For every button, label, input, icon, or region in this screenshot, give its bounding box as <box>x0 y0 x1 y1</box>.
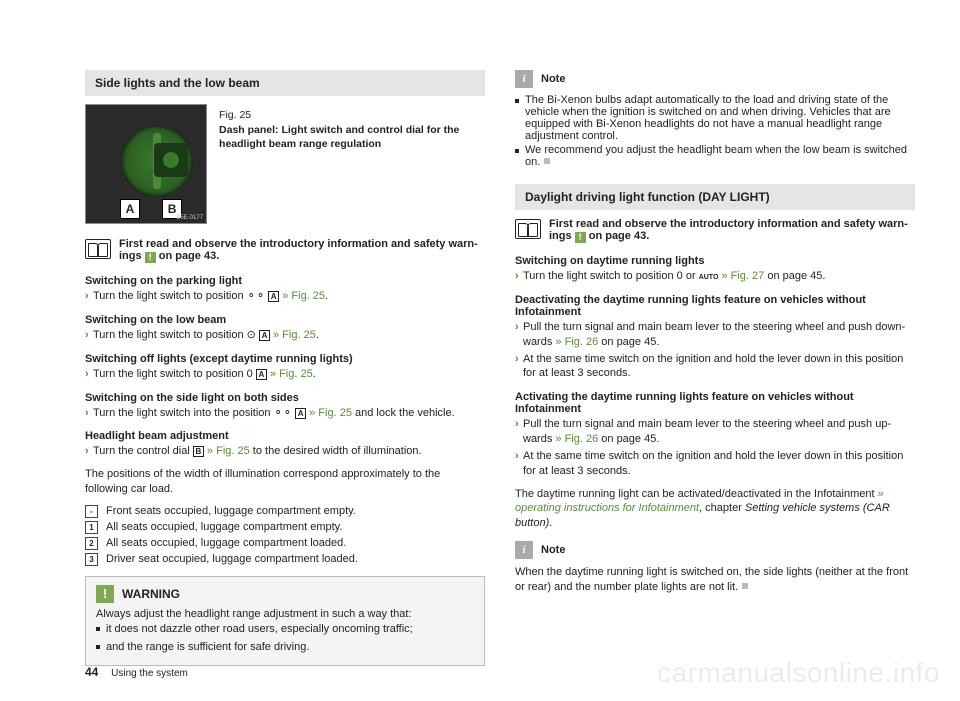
figure-row: A B B5E-0177 Fig. 25 Dash panel: Light s… <box>85 104 485 224</box>
subhead-parking: Switching on the parking light <box>85 275 485 287</box>
read-first-text-right: First read and observe the introductory … <box>549 218 908 243</box>
parking-instruction: Turn the light switch to position ⚬⚬ A »… <box>85 289 485 304</box>
warning-header: ! WARNING <box>96 585 474 603</box>
subhead-deactivate-drl: Deactivating the daytime running lights … <box>515 294 915 318</box>
warning-body: Always adjust the headlight range adjust… <box>96 607 474 655</box>
subhead-lowbeam: Switching on the low beam <box>85 314 485 326</box>
figure-label-a: A <box>120 199 140 219</box>
position-row: 2All seats occupied, luggage compartment… <box>85 537 485 550</box>
book-icon <box>85 239 111 259</box>
warning-icon: ! <box>96 585 114 603</box>
positions-intro: The positions of the width of illuminati… <box>85 467 485 497</box>
note1-bullet2: We recommend you adjust the headlight be… <box>515 144 915 168</box>
note2-body: When the daytime running light is switch… <box>515 565 915 595</box>
headlight-instruction: Turn the control dial B » Fig. 25 to the… <box>85 444 485 459</box>
figure-number: Fig. 25 <box>219 108 485 122</box>
act-step2: At the same time switch on the ignition … <box>515 449 915 479</box>
subhead-switch-on-drl: Switching on daytime running lights <box>515 255 915 267</box>
read-first-text: First read and observe the introductory … <box>119 238 478 263</box>
read-first-block: First read and observe the introductory … <box>85 238 485 263</box>
figure-caption: Fig. 25 Dash panel: Light switch and con… <box>219 104 485 224</box>
note2-header: i Note <box>515 541 915 559</box>
note1-bullet1: The Bi-Xenon bulbs adapt automatically t… <box>515 94 915 142</box>
deact-step2: At the same time switch on the ignition … <box>515 352 915 382</box>
figure-code: B5E-0177 <box>176 215 203 221</box>
infotainment-para: The daytime running light can be activat… <box>515 487 915 532</box>
figure-image: A B B5E-0177 <box>85 104 207 224</box>
figure-caption-text: Dash panel: Light switch and control dia… <box>219 124 459 150</box>
read-first-block-right: First read and observe the introductory … <box>515 218 915 243</box>
footer-section: Using the system <box>111 668 188 679</box>
position-row: 3Driver seat occupied, luggage compartme… <box>85 553 485 566</box>
subhead-headlight: Headlight beam adjustment <box>85 430 485 442</box>
deact-step1: Pull the turn signal and main beam lever… <box>515 320 915 350</box>
end-marker <box>742 583 748 589</box>
page-number: 44 <box>85 665 98 679</box>
exclamation-icon: ! <box>145 252 156 263</box>
page-footer: 44 Using the system <box>85 665 188 679</box>
range-dial <box>154 143 188 177</box>
subhead-activate-drl: Activating the daytime running lights fe… <box>515 391 915 415</box>
right-column: i Note The Bi-Xenon bulbs adapt automati… <box>515 70 915 666</box>
section-header-daylight: Daylight driving light function (DAY LIG… <box>515 184 915 210</box>
subhead-off: Switching off lights (except daytime run… <box>85 353 485 365</box>
positions-list: -Front seats occupied, luggage compartme… <box>85 505 485 566</box>
position-row: 1All seats occupied, luggage compartment… <box>85 521 485 534</box>
side-instruction: Turn the light switch into the position … <box>85 406 485 421</box>
lowbeam-instruction: Turn the light switch to position ⊙ A » … <box>85 328 485 343</box>
exclamation-icon: ! <box>575 232 586 243</box>
subhead-side: Switching on the side light on both side… <box>85 392 485 404</box>
info-icon: i <box>515 70 533 88</box>
info-icon: i <box>515 541 533 559</box>
note1-header: i Note <box>515 70 915 88</box>
off-instruction: Turn the light switch to position 0 A » … <box>85 367 485 382</box>
section-header-sidelights: Side lights and the low beam <box>85 70 485 96</box>
position-row: -Front seats occupied, luggage compartme… <box>85 505 485 518</box>
left-column: Side lights and the low beam A B B5E-017… <box>85 70 485 666</box>
act-step1: Pull the turn signal and main beam lever… <box>515 417 915 447</box>
end-marker <box>544 158 550 164</box>
warning-box: ! WARNING Always adjust the headlight ra… <box>85 576 485 666</box>
watermark: carmanualsonline.info <box>657 657 940 689</box>
switch-on-drl-instruction: Turn the light switch to position 0 or A… <box>515 269 915 284</box>
book-icon <box>515 219 541 239</box>
read-first-line1: First read and observe the introductory … <box>119 238 478 250</box>
